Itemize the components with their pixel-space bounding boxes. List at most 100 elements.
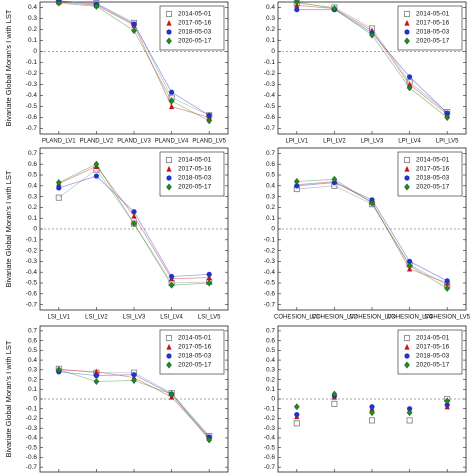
marker-triangle [206,274,212,281]
marker-diamond [444,397,451,405]
y-tick-label: 0.1 [28,386,37,393]
y-tick-label: -0.6 [264,454,276,461]
marker-circle [407,74,413,80]
y-tick-label: 0.6 [266,161,275,168]
legend-marker [165,10,173,18]
x-tick-label: PLAND_LV1 [42,139,76,145]
y-tick-label: 0.7 [266,328,275,335]
marker-diamond [331,390,338,398]
marker-diamond [131,220,137,228]
legend-label: 2017-05-16 [178,344,212,351]
y-tick-label: 0.1 [266,386,275,393]
x-tick-label: LPI_LV4 [398,139,421,145]
y-tick-label: -0.7 [26,301,38,308]
legend-marker [404,343,410,350]
marker-triangle [169,103,175,110]
x-tick-label: PLAND_LV5 [192,139,226,145]
y-tick-label: 0.5 [266,172,275,179]
y-tick-label: -0.3 [26,81,38,88]
y-tick-label: 0.4 [266,357,275,364]
panel: -0.7 -0.6 -0.5 -0.4 -0.3 -0.2 -0.1 0 0.1 0.2 0.3 0.… [264,0,467,145]
y-tick-label: -0.1 [264,237,276,244]
y-axis-label: Bivariate Global Moran's I with LST [4,170,13,287]
legend-label: 2018-05-03 [416,353,450,360]
marker-square [55,194,62,201]
marker-diamond [131,376,137,385]
marker-diamond [331,175,338,183]
y-tick-label: -0.4 [26,269,38,276]
y-tick-label: -0.5 [264,444,276,451]
legend-label: 2014-05-01 [178,335,212,342]
y-tick-label: -0.4 [26,435,38,442]
marker-circle [206,271,212,277]
x-tick-label: COHESION_LV3 [349,315,395,321]
x-tick-label: PLAND_LV2 [80,139,114,145]
y-tick-label: -0.5 [26,280,38,287]
x-tick-label: COHESION_LV2 [312,315,358,321]
y-tick-label: -0.7 [264,464,276,471]
marker-diamond [168,390,175,398]
y-tick-label: 0.5 [28,347,37,354]
x-tick-label: PLAND_LV3 [117,139,151,145]
marker-circle [294,411,300,418]
x-tick-label: LPI_LV3 [361,139,384,145]
x-tick-label: LSI_LV5 [198,315,221,321]
y-tick-label: 0.2 [28,376,37,383]
marker-diamond [293,177,300,185]
marker-circle [131,209,137,215]
y-tick-label: 0.1 [28,37,37,44]
y-tick-label: 0.3 [266,15,275,22]
y-tick-label: 0.2 [266,26,275,33]
legend-label: 2018-05-03 [416,175,450,182]
panel: -0.7 -0.6 -0.5 -0.4 -0.3 -0.2 -0.1 0 0.1 0.2 0.3 0.… [4,0,229,145]
legend-label: 2020-05-17 [416,184,450,191]
y-tick-label: -0.1 [26,59,38,66]
legend-label: 2014-05-01 [416,157,450,164]
y-tick-label: -0.2 [26,415,38,422]
x-tick-label: LPI_LV2 [323,139,346,145]
x-tick-label: LPI_LV1 [286,139,309,145]
y-tick-label: 0.3 [266,193,275,200]
y-tick-label: 0.3 [28,367,37,374]
marker-diamond [55,0,62,7]
y-tick-label: -0.2 [26,247,38,254]
marker-square [368,417,376,424]
x-tick-label: LSI_LV1 [48,315,71,321]
legend-label: 2014-05-01 [416,335,450,342]
y-tick-label: -0.2 [264,247,276,254]
y-tick-label: -0.2 [26,70,38,77]
legend-marker [403,10,411,18]
marker-circle [294,183,300,189]
marker-diamond [168,281,175,289]
y-tick-label: -0.7 [264,125,276,132]
legend-marker [404,361,410,369]
legend-marker [166,19,172,26]
legend-label: 2017-05-16 [416,344,450,351]
y-tick-label: 0.6 [28,161,37,168]
x-tick-label: COHESION_LV5 [424,315,470,321]
marker-diamond [131,27,137,35]
legend-label: 2017-05-16 [178,166,212,173]
legend-label: 2014-05-01 [178,11,212,18]
y-tick-label: -0.4 [264,269,276,276]
marker-diamond [55,366,62,374]
marker-circle [169,89,175,95]
legend-label: 2014-05-01 [416,11,450,18]
marker-diamond [293,403,300,411]
y-tick-label: -0.5 [264,103,276,110]
x-tick-label: PLAND_LV4 [155,139,189,145]
y-tick-label: 0.2 [266,204,275,211]
legend-marker [404,29,410,35]
y-tick-label: -0.3 [264,81,276,88]
y-tick-label: 0.5 [28,172,37,179]
legend-marker [404,19,410,26]
legend-marker [165,156,173,164]
y-tick-label: 0.3 [28,15,37,22]
y-tick-label: 0.2 [28,26,37,33]
legend-label: 2017-05-16 [178,20,212,27]
legend-label: 2020-05-17 [178,362,212,369]
marker-circle [444,278,450,284]
panel: -0.7 -0.6 -0.5 -0.4 -0.3 -0.2 -0.1 0 0.1 0.2 0.3 0.… [264,325,467,473]
marker-diamond [331,5,338,13]
legend-label: 2018-05-03 [178,29,212,36]
